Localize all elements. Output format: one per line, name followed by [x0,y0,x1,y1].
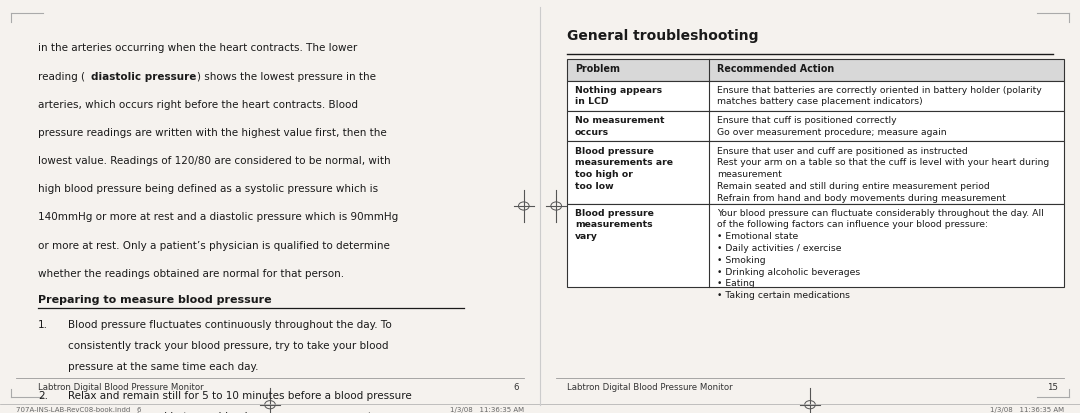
Text: Ensure that user and cuff are positioned as instructed
Rest your arm on a table : Ensure that user and cuff are positioned… [717,146,1049,202]
Text: Preparing to measure blood pressure: Preparing to measure blood pressure [38,294,271,304]
Text: lowest value. Readings of 120/80 are considered to be normal, with: lowest value. Readings of 120/80 are con… [38,156,391,166]
FancyBboxPatch shape [567,60,1064,81]
Text: 140mmHg or more at rest and a diastolic pressure which is 90mmHg: 140mmHg or more at rest and a diastolic … [38,212,399,222]
Text: diastolic pressure: diastolic pressure [91,71,197,81]
FancyBboxPatch shape [567,112,1064,142]
Text: pressure readings are written with the highest value first, then the: pressure readings are written with the h… [38,128,387,138]
Text: 15: 15 [1048,382,1058,391]
Text: 1/3/08   11:36:35 AM: 1/3/08 11:36:35 AM [449,406,524,411]
FancyBboxPatch shape [567,81,1064,112]
Text: Problem: Problem [576,64,620,74]
Text: reading (: reading ( [38,71,85,81]
FancyBboxPatch shape [567,142,1064,204]
Text: No measurement
occurs: No measurement occurs [576,116,664,136]
Text: pressure at the same time each day.: pressure at the same time each day. [67,361,258,371]
Text: Blood pressure
measurements
vary: Blood pressure measurements vary [576,208,654,241]
Text: in the arteries occurring when the heart contracts. The lower: in the arteries occurring when the heart… [38,43,357,53]
Text: 707A-INS-LAB-RevC08-book.indd   6: 707A-INS-LAB-RevC08-book.indd 6 [16,406,141,411]
Text: high blood pressure being defined as a systolic pressure which is: high blood pressure being defined as a s… [38,184,378,194]
Text: Blood pressure
measurements are
too high or
too low: Blood pressure measurements are too high… [576,146,673,190]
Text: Your blood pressure can fluctuate considerably throughout the day. All
of the fo: Your blood pressure can fluctuate consid… [717,208,1043,299]
Text: 2.: 2. [38,390,48,400]
Text: Recommended Action: Recommended Action [717,64,834,74]
Text: Blood pressure fluctuates continuously throughout the day. To: Blood pressure fluctuates continuously t… [67,319,391,329]
Text: Nothing appears
in LCD: Nothing appears in LCD [576,85,662,106]
Text: 1/3/08   11:36:35 AM: 1/3/08 11:36:35 AM [989,406,1064,411]
Text: ) shows the lowest pressure in the: ) shows the lowest pressure in the [197,71,376,81]
Text: Labtron Digital Blood Pressure Monitor: Labtron Digital Blood Pressure Monitor [567,382,732,391]
Text: arteries, which occurs right before the heart contracts. Blood: arteries, which occurs right before the … [38,100,357,109]
Text: Ensure that cuff is positioned correctly
Go over measurement procedure; measure : Ensure that cuff is positioned correctly… [717,116,946,136]
Text: measurement, and between blood pressure measurements.: measurement, and between blood pressure … [67,411,380,413]
FancyBboxPatch shape [567,204,1064,287]
Text: whether the readings obtained are normal for that person.: whether the readings obtained are normal… [38,268,343,278]
Text: General troubleshooting: General troubleshooting [567,29,758,43]
Text: 1.: 1. [38,319,48,329]
Text: Ensure that batteries are correctly oriented in battery holder (polarity
matches: Ensure that batteries are correctly orie… [717,85,1041,106]
Text: Relax and remain still for 5 to 10 minutes before a blood pressure: Relax and remain still for 5 to 10 minut… [67,390,411,400]
Text: 6: 6 [513,382,518,391]
Text: or more at rest. Only a patient’s physician is qualified to determine: or more at rest. Only a patient’s physic… [38,240,390,250]
Text: Labtron Digital Blood Pressure Monitor: Labtron Digital Blood Pressure Monitor [38,382,203,391]
Text: consistently track your blood pressure, try to take your blood: consistently track your blood pressure, … [67,340,388,350]
